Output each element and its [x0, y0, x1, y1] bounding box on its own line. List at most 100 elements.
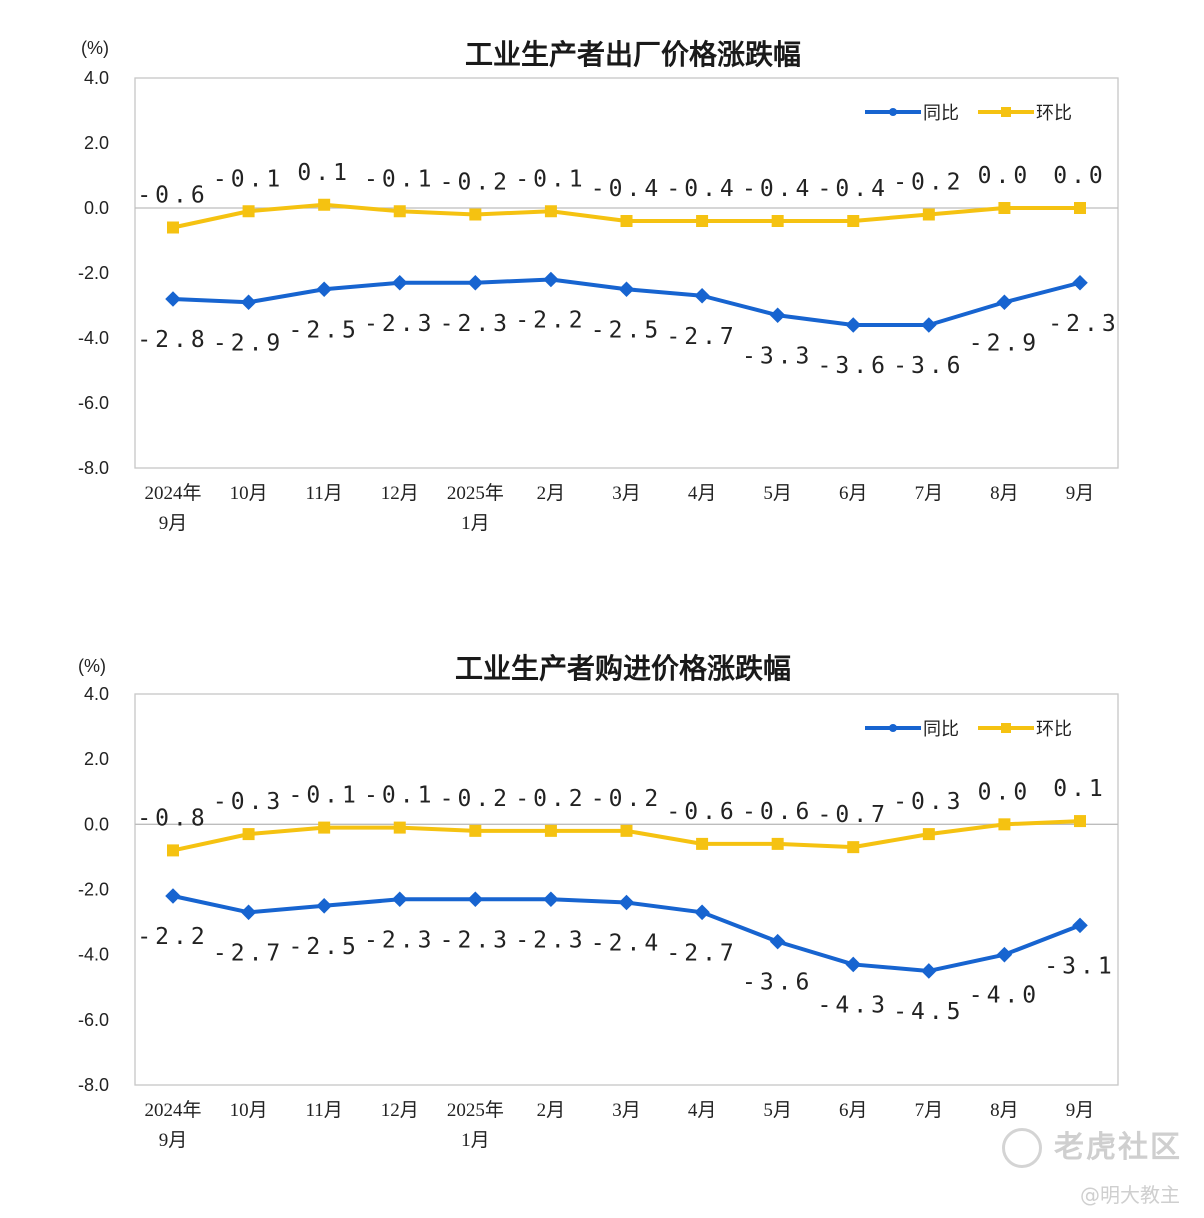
legend-marker: [889, 724, 897, 732]
data-point: [922, 828, 935, 841]
data-point: [318, 821, 331, 834]
data-point: [393, 821, 406, 834]
data-point: [165, 888, 181, 904]
data-label: -0.1: [515, 166, 586, 192]
y-tick-label: -6.0: [78, 393, 109, 413]
data-point: [694, 904, 710, 921]
y-tick-label: 4.0: [84, 684, 109, 704]
series-yoy: -2.8 -2.9 -2.5 -2.3 -2.3 -2.2 -2.5 -2.7-3.3 -3.6…: [137, 271, 1116, 379]
data-label: -2.5: [288, 934, 359, 960]
x-tick-label: 5月: [763, 483, 792, 504]
data-point: [242, 205, 255, 218]
legend-label: 同比: [923, 103, 959, 124]
data-label: -0.2: [515, 786, 586, 812]
x-tick-label: 12月: [381, 483, 419, 504]
data-label: 0.0: [978, 163, 1032, 189]
data-point: [543, 891, 559, 908]
legend-item-1: 同比: [865, 719, 959, 740]
legend-item-2: 环比: [978, 719, 1072, 740]
data-label: -2.9: [969, 330, 1040, 356]
data-point: [391, 274, 408, 291]
data-label: -2.7: [666, 940, 737, 966]
watermark-author: @明大教主: [1080, 1183, 1180, 1207]
x-tick-label: 9月: [159, 1130, 188, 1151]
y-tick-label: -4.0: [78, 945, 109, 965]
data-point: [845, 956, 862, 973]
x-tick-label: 2025年: [447, 482, 504, 504]
data-label: -2.2: [137, 924, 208, 950]
data-label: -2.5: [591, 317, 662, 343]
y-tick-label: 4.0: [84, 68, 109, 88]
series-mom: -0.6-0.1 0.1 -0.1 -0.2 -0.1 -0.4 -0.4 -0.4 -0.4-…: [137, 160, 1103, 234]
data-label: -2.7: [666, 324, 737, 350]
data-label: -4.3: [818, 992, 889, 1018]
x-tick-label: 1月: [461, 1130, 490, 1151]
data-label: -2.7: [213, 940, 284, 966]
x-tick-label: 9月: [1066, 1100, 1095, 1121]
data-label: -3.1: [1044, 953, 1115, 979]
data-point: [1074, 815, 1086, 828]
data-point: [1072, 274, 1088, 291]
y-tick-label: 0.0: [84, 198, 109, 218]
y-tick-label: -6.0: [78, 1010, 109, 1030]
data-label: -0.6: [137, 183, 208, 209]
plot-area-frame: [134, 77, 1119, 469]
data-label: -0.6: [742, 799, 813, 825]
data-point: [391, 891, 408, 908]
data-label: -0.2: [893, 170, 964, 196]
y-tick-label: 2.0: [84, 133, 109, 153]
data-point: [620, 824, 633, 837]
data-point: [618, 894, 635, 911]
data-label: -2.3: [440, 311, 511, 337]
legend-label: 同比: [923, 719, 959, 740]
legend-item-2: 环比: [978, 103, 1072, 124]
data-point: [845, 317, 862, 333]
y-axis-unit-label: (%): [81, 38, 109, 58]
data-label: -0.8: [137, 805, 208, 831]
data-point: [544, 824, 557, 837]
data-point: [1074, 202, 1086, 214]
data-label: 0.1: [1053, 776, 1107, 802]
data-point: [167, 844, 179, 857]
x-tick-label: 12月: [381, 1100, 419, 1121]
x-tick-label: 7月: [915, 483, 944, 504]
data-label: -0.6: [666, 799, 737, 825]
data-point: [467, 891, 484, 908]
legend-marker: [889, 108, 897, 116]
data-point: [165, 291, 181, 307]
data-label: -0.3: [893, 789, 964, 815]
data-point: [1072, 917, 1088, 934]
data-label: -4.0: [969, 983, 1040, 1009]
data-point: [996, 946, 1013, 963]
x-tick-label: 6月: [839, 1100, 868, 1121]
x-tick-label: 2月: [537, 1100, 566, 1121]
data-point: [921, 317, 937, 333]
x-tick-label: 1月: [461, 513, 490, 534]
x-tick-label: 6月: [839, 483, 868, 504]
data-label: -0.4: [666, 176, 737, 202]
data-point: [922, 208, 935, 221]
legend-marker: [1001, 723, 1011, 733]
data-point: [543, 271, 559, 288]
data-label: -4.5: [893, 999, 964, 1025]
chart-panel-2: 工业生产者购进价格涨跌幅 (%) 4.0 2.0 0.0 -2.0 -4.0 -6.0 -8.0…: [78, 652, 1119, 1151]
data-label: -2.4: [591, 931, 662, 957]
data-label: -2.8: [137, 327, 208, 353]
y-tick-label: -2.0: [78, 263, 109, 283]
x-tick-label: 9月: [1066, 483, 1095, 504]
legend-marker: [1001, 107, 1011, 117]
data-point: [998, 202, 1011, 214]
data-point: [771, 215, 784, 227]
data-label: -0.4: [818, 176, 889, 202]
legend-label: 环比: [1036, 719, 1072, 740]
data-point: [696, 837, 709, 850]
watermark-logo-icon: [1002, 1128, 1042, 1168]
data-label: 0.1: [297, 160, 351, 186]
legend-item-1: 同比: [865, 103, 959, 124]
data-point: [620, 215, 633, 227]
data-label: -0.1: [288, 783, 359, 809]
x-tick-label: 5月: [763, 1100, 792, 1121]
data-label: -0.1: [364, 783, 435, 809]
y-tick-label: 0.0: [84, 814, 109, 834]
